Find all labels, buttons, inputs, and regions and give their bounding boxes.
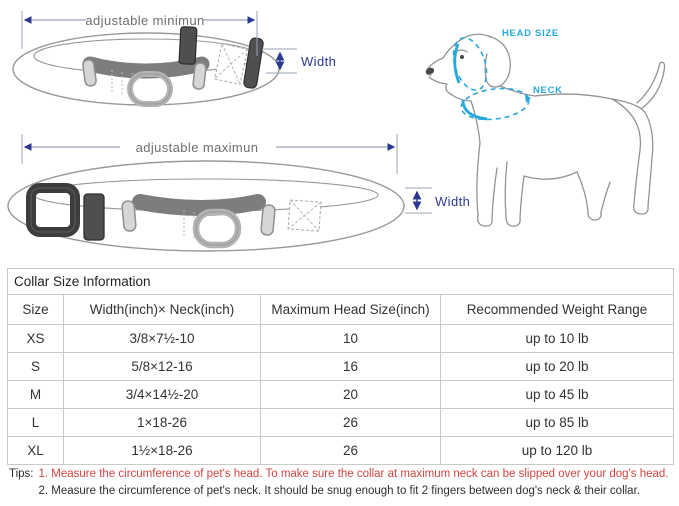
cell-size: M bbox=[7, 380, 64, 409]
cell-width-neck: 3/8×7½-10 bbox=[63, 324, 261, 353]
dog-illustration bbox=[425, 33, 666, 227]
table-title: Collar Size Information bbox=[7, 268, 674, 295]
cell-head-size: 10 bbox=[260, 324, 441, 353]
cell-head-size: 20 bbox=[260, 380, 441, 409]
min-width-label: Width bbox=[301, 54, 336, 69]
cell-weight-range: up to 20 lb bbox=[440, 352, 674, 381]
cell-size: S bbox=[7, 352, 64, 381]
tip-2: 2. Measure the circumference of pet's ne… bbox=[38, 485, 640, 498]
cell-head-size: 26 bbox=[260, 408, 441, 437]
cell-width-neck: 3/4×14½-20 bbox=[63, 380, 261, 409]
col-header-weight-range: Recommended Weight Range bbox=[440, 294, 674, 325]
table-row-xs: XS 3/8×7½-10 10 up to 10 lb bbox=[7, 324, 674, 353]
table-row-s: S 5/8×12-16 16 up to 20 lb bbox=[7, 352, 674, 381]
table-header-row: Size Width(inch)× Neck(inch) Maximum Hea… bbox=[7, 294, 674, 325]
col-header-size: Size bbox=[7, 294, 64, 325]
collar-maximum-illustration: adjustable maximun Width bbox=[7, 134, 470, 252]
cell-width-neck: 1×18-26 bbox=[63, 408, 261, 437]
neck-label: NECK bbox=[533, 85, 563, 96]
cell-head-size: 16 bbox=[260, 352, 441, 381]
max-width-label: Width bbox=[435, 194, 470, 209]
cell-weight-range: up to 45 lb bbox=[440, 380, 674, 409]
cell-width-neck: 1½×18-26 bbox=[63, 436, 261, 465]
cell-weight-range: up to 10 lb bbox=[440, 324, 674, 353]
collar-minimum-illustration: adjustable minimun Width bbox=[12, 11, 336, 107]
tips-heading: Tips: bbox=[9, 468, 34, 480]
table-row-l: L 1×18-26 26 up to 85 lb bbox=[7, 408, 674, 437]
col-header-width-neck: Width(inch)× Neck(inch) bbox=[63, 294, 261, 325]
dog-measurement-overlays bbox=[452, 37, 531, 121]
tips-section: Tips: 1. Measure the circumference of pe… bbox=[9, 466, 677, 501]
cell-weight-range: up to 85 lb bbox=[440, 408, 674, 437]
table-row-m: M 3/4×14½-20 20 up to 45 lb bbox=[7, 380, 674, 409]
head-size-label: HEAD SIZE bbox=[502, 28, 559, 39]
max-width-dimension: Width bbox=[405, 187, 470, 214]
cell-size: XL bbox=[7, 436, 64, 465]
min-width-dimension: Width bbox=[262, 48, 336, 74]
cell-weight-range: up to 120 lb bbox=[440, 436, 674, 465]
collar-diagram: adjustable minimun Width bbox=[7, 11, 666, 252]
adjustable-maximum-label: adjustable maximun bbox=[136, 140, 259, 155]
table-row-xl: XL 1½×18-26 26 up to 120 lb bbox=[7, 436, 674, 465]
cell-head-size: 26 bbox=[260, 436, 441, 465]
min-dimension-lines: adjustable minimun bbox=[21, 11, 258, 56]
max-dimension-lines: adjustable maximun bbox=[21, 134, 398, 174]
adjustable-minimum-label: adjustable minimun bbox=[85, 13, 204, 28]
col-header-head-size: Maximum Head Size(inch) bbox=[260, 294, 441, 325]
cell-size: XS bbox=[7, 324, 64, 353]
table-title-row: Collar Size Information bbox=[7, 268, 674, 295]
tip-1: 1. Measure the circumference of pet's he… bbox=[38, 468, 669, 480]
cell-size: L bbox=[7, 408, 64, 437]
cell-width-neck: 5/8×12-16 bbox=[63, 352, 261, 381]
collar-size-table: Collar Size Information Size Width(inch)… bbox=[7, 268, 674, 465]
